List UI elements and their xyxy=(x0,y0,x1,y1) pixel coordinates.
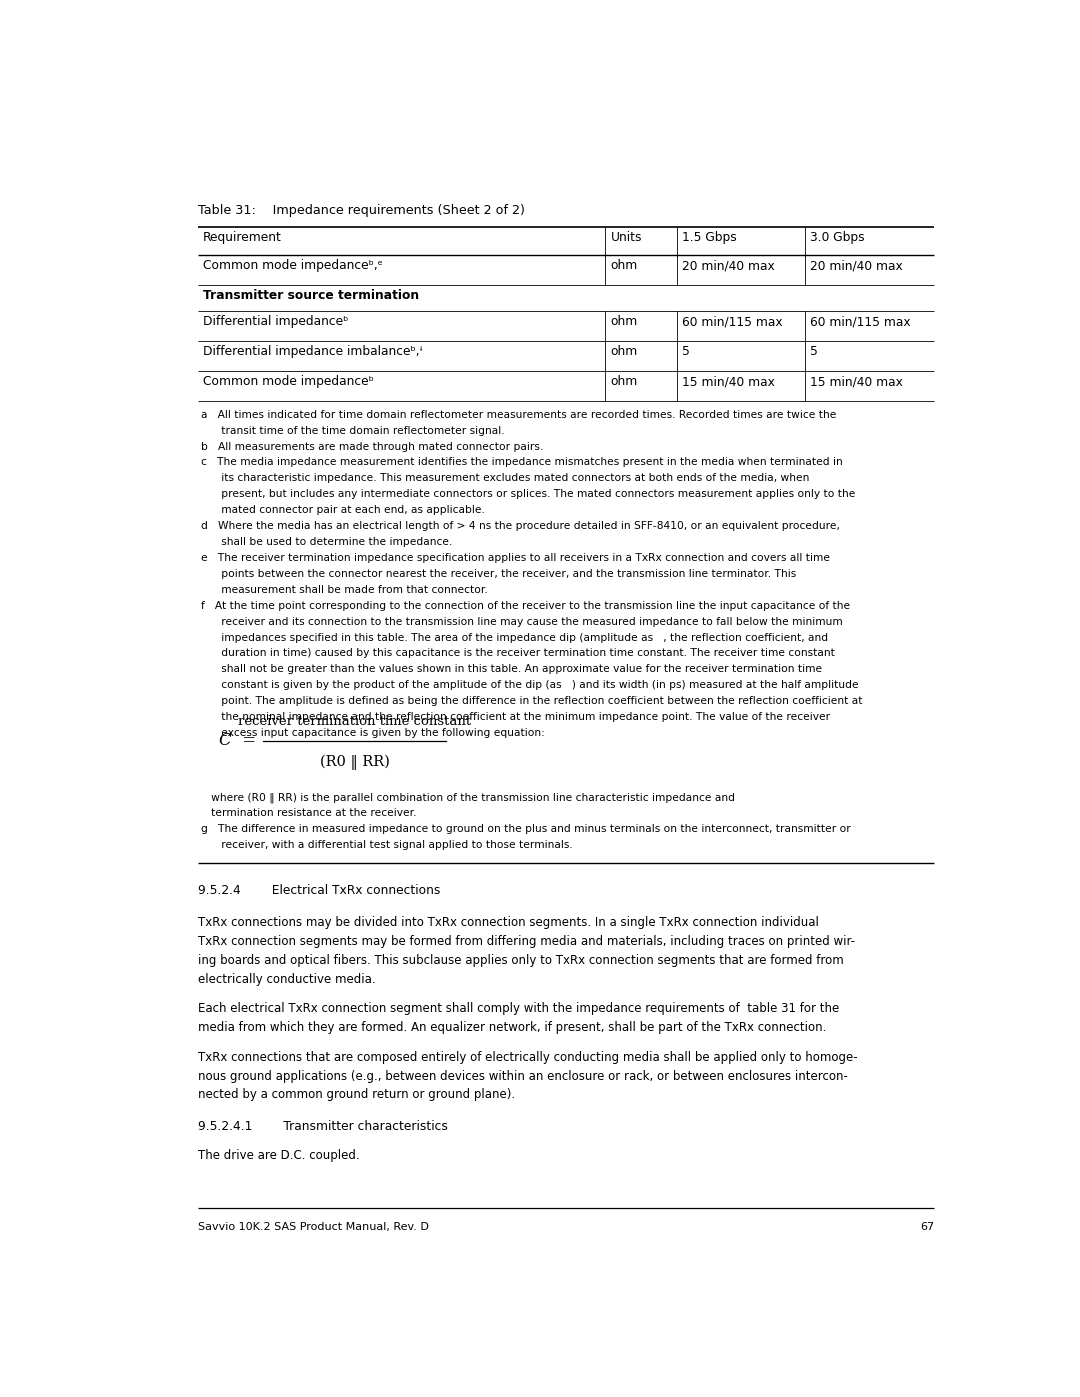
Text: present, but includes any intermediate connectors or splices. The mated connecto: present, but includes any intermediate c… xyxy=(201,489,855,499)
Text: 9.5.2.4.1        Transmitter characteristics: 9.5.2.4.1 Transmitter characteristics xyxy=(198,1120,447,1133)
Text: media from which they are formed. An equalizer network, if present, shall be par: media from which they are formed. An equ… xyxy=(198,1021,826,1034)
Text: shall not be greater than the values shown in this table. An approximate value f: shall not be greater than the values sho… xyxy=(201,665,822,675)
Text: 15 min/40 max: 15 min/40 max xyxy=(683,376,775,388)
Text: shall be used to determine the impedance.: shall be used to determine the impedance… xyxy=(201,536,453,548)
Text: duration in time) caused by this capacitance is the receiver termination time co: duration in time) caused by this capacit… xyxy=(201,648,835,658)
Text: ohm: ohm xyxy=(610,314,637,328)
Text: 9.5.2.4        Electrical TxRx connections: 9.5.2.4 Electrical TxRx connections xyxy=(198,884,441,897)
Text: 15 min/40 max: 15 min/40 max xyxy=(810,376,903,388)
Text: c   The media impedance measurement identifies the impedance mismatches present : c The media impedance measurement identi… xyxy=(201,457,842,468)
Text: electrically conductive media.: electrically conductive media. xyxy=(198,972,376,986)
Text: f   At the time point corresponding to the connection of the receiver to the tra: f At the time point corresponding to the… xyxy=(201,601,850,610)
Text: nous ground applications (e.g., between devices within an enclosure or rack, or : nous ground applications (e.g., between … xyxy=(198,1070,848,1083)
Text: excess input capacitance is given by the following equation:: excess input capacitance is given by the… xyxy=(201,728,545,738)
Text: receiver termination time constant: receiver termination time constant xyxy=(239,715,471,728)
Text: Differential impedance imbalanceᵇ,ᶤ: Differential impedance imbalanceᵇ,ᶤ xyxy=(203,345,422,358)
Text: a   All times indicated for time domain reflectometer measurements are recorded : a All times indicated for time domain re… xyxy=(201,409,837,419)
Text: 1.5 Gbps: 1.5 Gbps xyxy=(683,231,738,244)
Text: where (R0 ‖ RR) is the parallel combination of the transmission line characteris: where (R0 ‖ RR) is the parallel combinat… xyxy=(201,792,735,803)
Text: termination resistance at the receiver.: termination resistance at the receiver. xyxy=(201,809,417,819)
Text: points between the connector nearest the receiver, the receiver, and the transmi: points between the connector nearest the… xyxy=(201,569,796,578)
Text: e   The receiver termination impedance specification applies to all receivers in: e The receiver termination impedance spe… xyxy=(201,553,831,563)
Text: C  =: C = xyxy=(218,732,256,749)
Text: Each electrical TxRx connection segment shall comply with the impedance requirem: Each electrical TxRx connection segment … xyxy=(198,1003,839,1016)
Text: Requirement: Requirement xyxy=(203,231,282,244)
Text: 5: 5 xyxy=(810,345,818,358)
Text: TxRx connection segments may be formed from differing media and materials, inclu: TxRx connection segments may be formed f… xyxy=(198,935,855,949)
Text: 20 min/40 max: 20 min/40 max xyxy=(683,258,775,272)
Text: Savvio 10K.2 SAS Product Manual, Rev. D: Savvio 10K.2 SAS Product Manual, Rev. D xyxy=(198,1222,429,1232)
Text: ohm: ohm xyxy=(610,345,637,358)
Text: ohm: ohm xyxy=(610,376,637,388)
Text: 60 min/115 max: 60 min/115 max xyxy=(683,314,783,328)
Text: (R0 ‖ RR): (R0 ‖ RR) xyxy=(320,754,390,770)
Text: 3.0 Gbps: 3.0 Gbps xyxy=(810,231,864,244)
Text: 60 min/115 max: 60 min/115 max xyxy=(810,314,910,328)
Text: g   The difference in measured impedance to ground on the plus and minus termina: g The difference in measured impedance t… xyxy=(201,824,851,834)
Text: TxRx connections that are composed entirely of electrically conducting media sha: TxRx connections that are composed entir… xyxy=(198,1051,858,1063)
Text: nected by a common ground return or ground plane).: nected by a common ground return or grou… xyxy=(198,1088,515,1101)
Text: Table 31:  Impedance requirements (Sheet 2 of 2): Table 31: Impedance requirements (Sheet … xyxy=(198,204,525,217)
Text: The drive are D.C. coupled.: The drive are D.C. coupled. xyxy=(198,1150,360,1162)
Text: Common mode impedanceᵇ: Common mode impedanceᵇ xyxy=(203,376,374,388)
Text: b   All measurements are made through mated connector pairs.: b All measurements are made through mate… xyxy=(201,441,543,451)
Text: transit time of the time domain reflectometer signal.: transit time of the time domain reflecto… xyxy=(201,426,504,436)
Text: its characteristic impedance. This measurement excludes mated connectors at both: its characteristic impedance. This measu… xyxy=(201,474,810,483)
Text: ohm: ohm xyxy=(610,258,637,272)
Text: constant is given by the product of the amplitude of the dip (as   ) and its wid: constant is given by the product of the … xyxy=(201,680,859,690)
Text: Common mode impedanceᵇ,ᵉ: Common mode impedanceᵇ,ᵉ xyxy=(203,258,382,272)
Text: Units: Units xyxy=(610,231,642,244)
Text: Differential impedanceᵇ: Differential impedanceᵇ xyxy=(203,314,348,328)
Text: 5: 5 xyxy=(683,345,690,358)
Text: 67: 67 xyxy=(920,1222,934,1232)
Text: measurement shall be made from that connector.: measurement shall be made from that conn… xyxy=(201,585,488,595)
Text: Transmitter source termination: Transmitter source termination xyxy=(203,289,419,302)
Text: impedances specified in this table. The area of the impedance dip (amplitude as : impedances specified in this table. The … xyxy=(201,633,828,643)
Text: mated connector pair at each end, as applicable.: mated connector pair at each end, as app… xyxy=(201,506,485,515)
Text: d   Where the media has an electrical length of > 4 ns the procedure detailed in: d Where the media has an electrical leng… xyxy=(201,521,840,531)
Text: TxRx connections may be divided into TxRx connection segments. In a single TxRx : TxRx connections may be divided into TxR… xyxy=(198,916,819,929)
Text: the nominal impedance and the reflection coefficient at the minimum impedance po: the nominal impedance and the reflection… xyxy=(201,712,831,722)
Text: 20 min/40 max: 20 min/40 max xyxy=(810,258,903,272)
Text: ing boards and optical fibers. This subclause applies only to TxRx connection se: ing boards and optical fibers. This subc… xyxy=(198,954,843,967)
Text: receiver, with a differential test signal applied to those terminals.: receiver, with a differential test signa… xyxy=(201,840,572,851)
Text: receiver and its connection to the transmission line may cause the measured impe: receiver and its connection to the trans… xyxy=(201,616,842,627)
Text: point. The amplitude is defined as being the difference in the reflection coeffi: point. The amplitude is defined as being… xyxy=(201,696,863,707)
